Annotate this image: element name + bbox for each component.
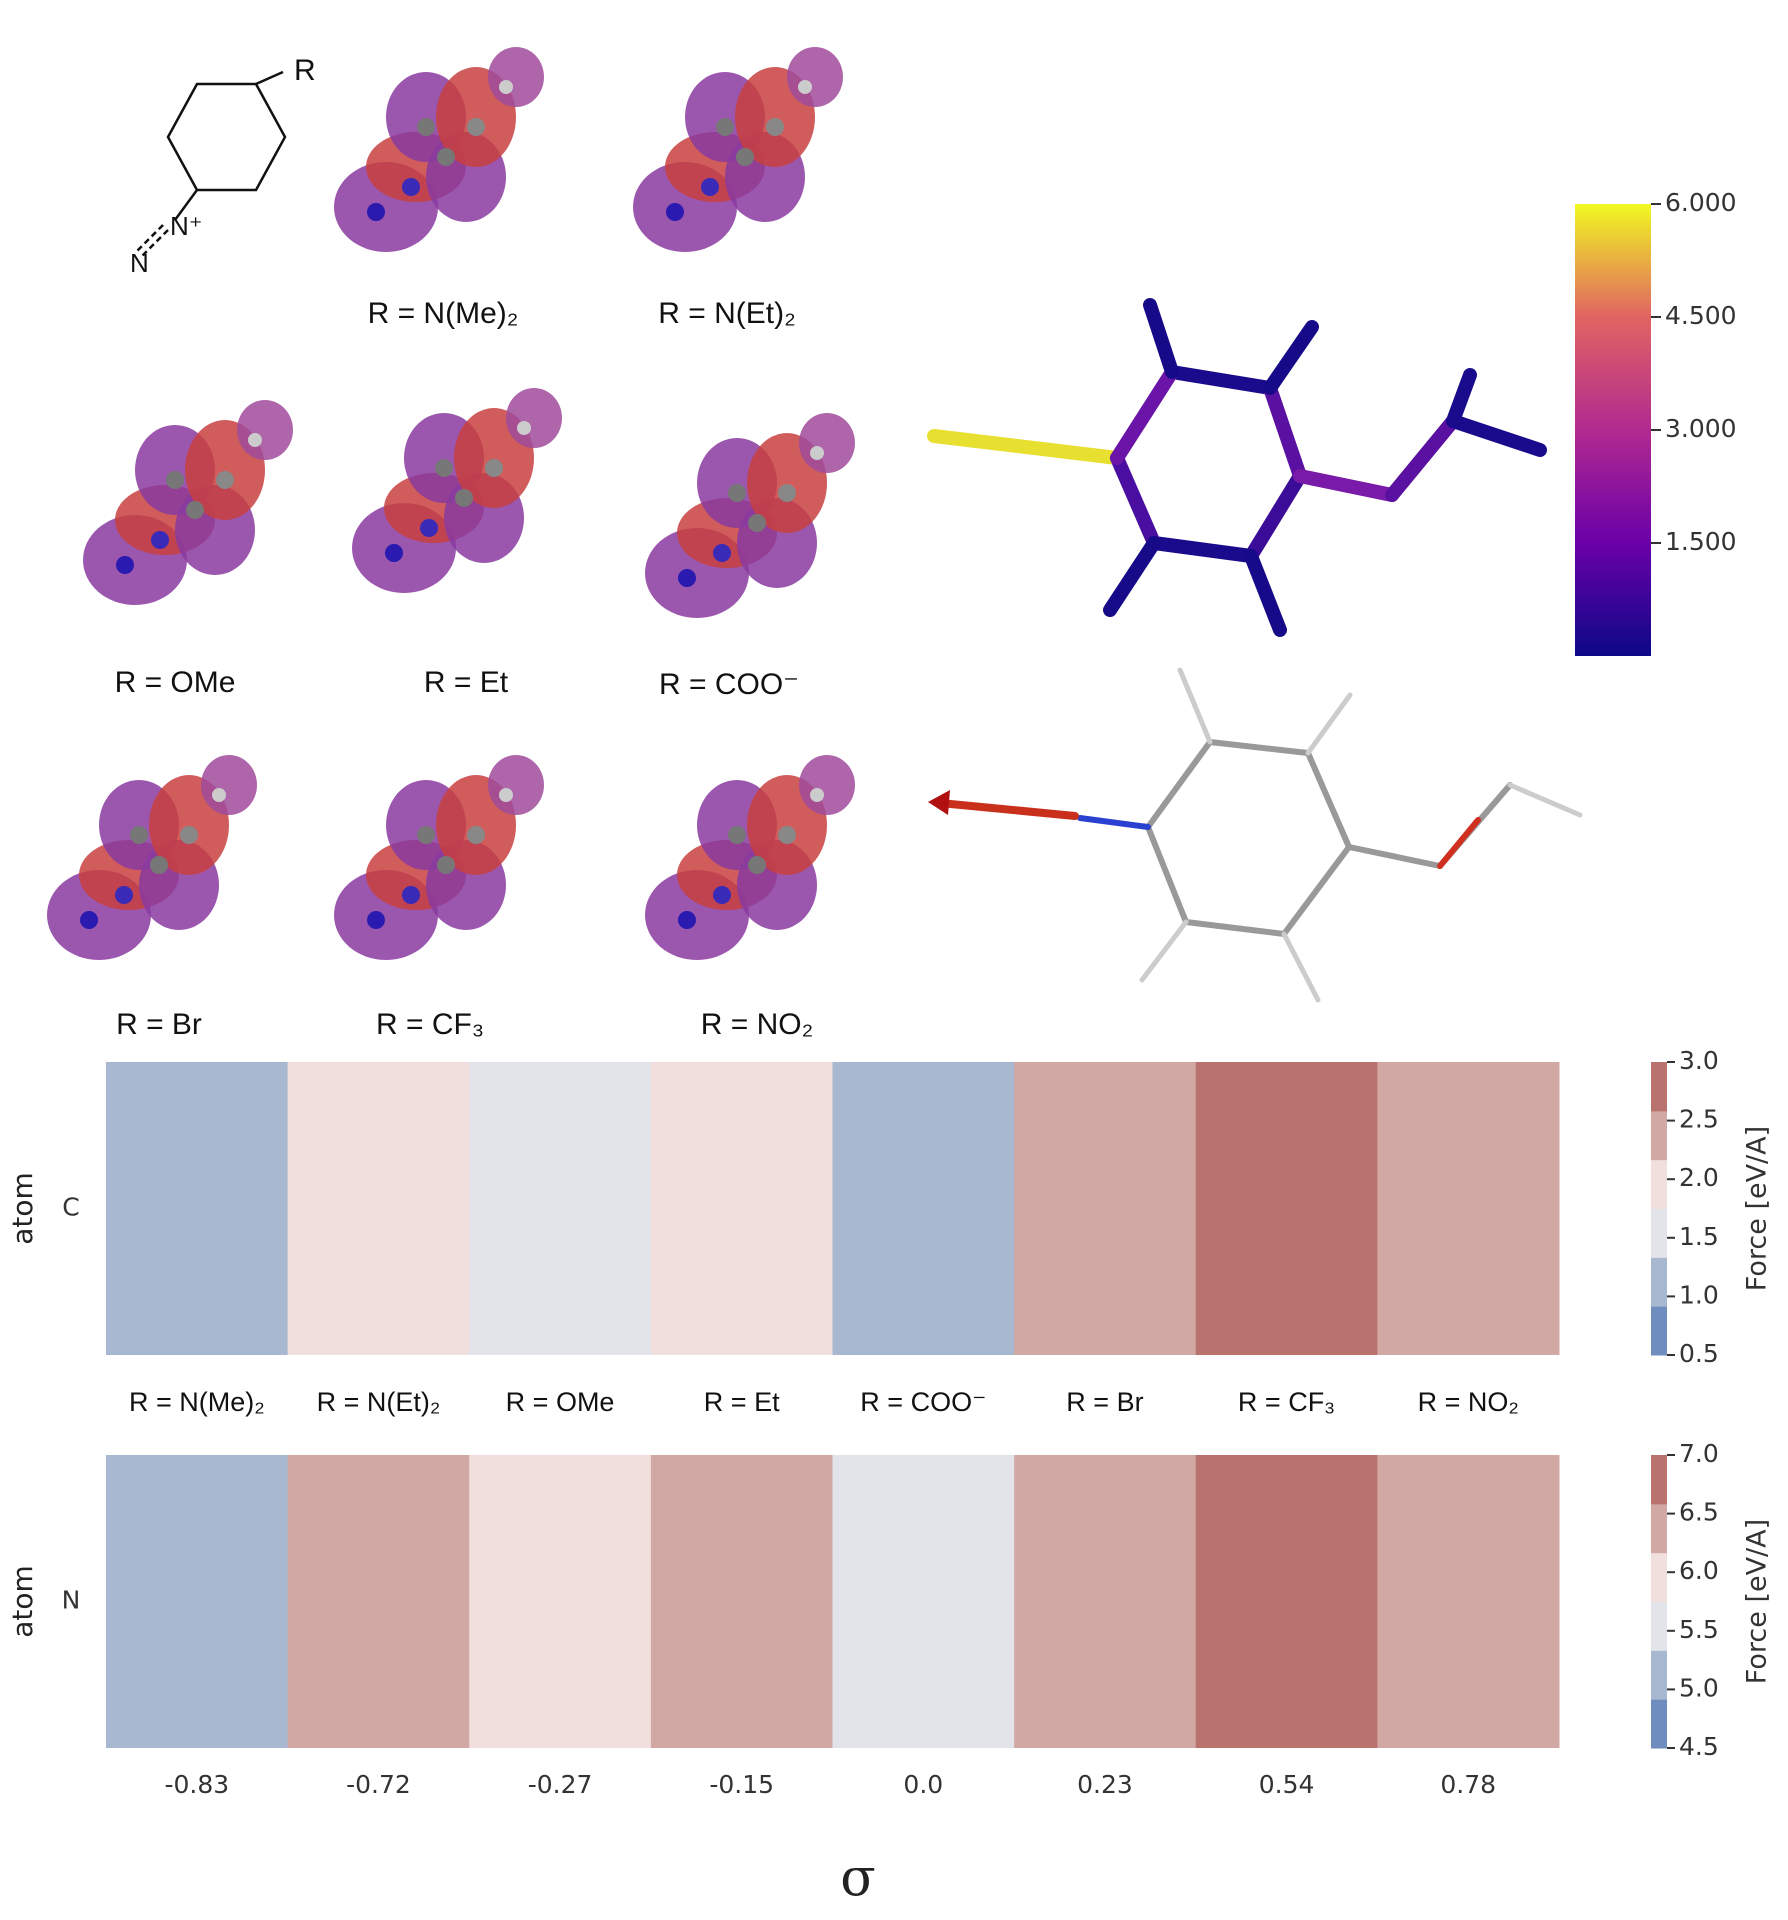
- substituent-label: R = N(Me)₂: [129, 1387, 265, 1417]
- colorbar-bin: [1651, 1159, 1667, 1209]
- colorbar-tick-label: 6.5: [1679, 1498, 1719, 1527]
- molecule-label: R = N(Me)₂: [368, 297, 519, 330]
- colorbar-tick-label: 3.000: [1665, 414, 1737, 443]
- structure-label: N⁺: [170, 211, 203, 241]
- x-tick-label: -0.15: [709, 1770, 774, 1799]
- x-tick-label: -0.72: [346, 1770, 411, 1799]
- substituent-label: R = Et: [704, 1387, 780, 1417]
- x-axis-label: σ: [840, 1849, 876, 1909]
- orbital-render: [645, 413, 855, 618]
- colorbar-bin: [1651, 1552, 1667, 1602]
- heatmap-cell: [832, 1455, 1015, 1748]
- heatmaps: R = N(Me)₂ R = N(Et)₂ R = OMe R = Et R = COO…: [6, 1046, 1773, 1909]
- colorbar-label: Force [eV/A]: [1742, 1519, 1773, 1684]
- x-tick-label: 0.54: [1259, 1770, 1315, 1799]
- orbital-render: [334, 755, 544, 960]
- orbital-render: [633, 47, 843, 252]
- colorbar-bin: [1651, 1062, 1667, 1112]
- heatmap-cell: [469, 1455, 652, 1748]
- x-tick-label: 0.23: [1077, 1770, 1133, 1799]
- molecule-label: R = N(Et)₂: [658, 297, 796, 330]
- heatmap-cell: [1377, 1062, 1560, 1355]
- structure-label: R: [294, 54, 316, 87]
- molecule-label: R = Br: [116, 1008, 202, 1041]
- colorbar-bin: [1651, 1110, 1667, 1161]
- x-tick-label: -0.83: [164, 1770, 229, 1799]
- substituent-label: R = N(Et)₂: [317, 1387, 441, 1417]
- render-colorbar: [1575, 204, 1651, 656]
- colorbar-tick-label: 4.5: [1679, 1732, 1719, 1761]
- orbital-renders: R = N(Me)₂ R = N(Et)₂ R = OMe R = Et R = COO…: [47, 47, 855, 1041]
- x-tick-label: -0.27: [528, 1770, 593, 1799]
- colorbar-tick-label: 0.5: [1679, 1339, 1719, 1368]
- molecule-label: R = NO₂: [701, 1008, 814, 1041]
- colorbar-tick-label: 3.0: [1679, 1046, 1719, 1075]
- heatmap-cell: [650, 1455, 833, 1748]
- row-label: N: [62, 1586, 81, 1615]
- heatmap-cell: [1377, 1455, 1560, 1748]
- orbital-render: [645, 755, 855, 960]
- colorbar-bin: [1651, 1208, 1667, 1258]
- heatmap-cell: [832, 1062, 1015, 1355]
- colorbar-tick-label: 5.5: [1679, 1615, 1719, 1644]
- colorbar-tick-label: 1.5: [1679, 1222, 1719, 1251]
- colorbar-bin: [1651, 1699, 1667, 1749]
- vector-render: [928, 667, 1583, 1003]
- molecule-label: R = Et: [424, 666, 509, 699]
- colorbar-bin: [1651, 1306, 1667, 1356]
- heatmap-cell: [287, 1455, 470, 1748]
- heatmap-cell: [1195, 1455, 1378, 1748]
- colorbar-tick-label: 6.000: [1665, 188, 1737, 217]
- structure-label: N: [130, 248, 149, 278]
- substituent-label: R = OMe: [506, 1387, 615, 1417]
- substituent-label: R = CF₃: [1238, 1387, 1335, 1417]
- colorbar-tick-label: 6.0: [1679, 1556, 1719, 1585]
- orbital-render: [352, 388, 562, 593]
- substituent-label: R = COO⁻: [860, 1387, 986, 1417]
- colorbar-bin: [1651, 1601, 1667, 1651]
- colorbar-bin: [1651, 1455, 1667, 1505]
- x-tick-label: 0.78: [1440, 1770, 1496, 1799]
- substituent-label: R = NO₂: [1418, 1387, 1519, 1417]
- orbital-render: [334, 47, 544, 252]
- force-render: [927, 298, 1547, 637]
- molecule-label: R = CF₃: [376, 1008, 484, 1041]
- heatmap-cell: [1014, 1455, 1197, 1748]
- heatmap-cell: [469, 1062, 652, 1355]
- heatmap-cell: [106, 1455, 289, 1748]
- orbital-render: [83, 400, 293, 605]
- colorbar-bin: [1651, 1503, 1667, 1554]
- y-axis-label: atom: [6, 1172, 39, 1245]
- colorbar-tick-label: 1.500: [1665, 527, 1737, 556]
- orbital-render: [47, 755, 257, 960]
- colorbar-bin: [1651, 1257, 1667, 1307]
- heatmap-cell: [106, 1062, 289, 1355]
- heatmap-cell: [650, 1062, 833, 1355]
- colorbar-tick-label: 5.0: [1679, 1673, 1719, 1702]
- molecule-label: R = COO⁻: [659, 668, 799, 701]
- structure: [134, 70, 287, 259]
- row-label: C: [62, 1193, 79, 1222]
- molecule-label: R = OMe: [115, 666, 236, 699]
- heatmap-cell: [1014, 1062, 1197, 1355]
- heatmap-cell: [1195, 1062, 1378, 1355]
- substituent-label: R = Br: [1066, 1387, 1143, 1417]
- y-axis-label: atom: [6, 1565, 39, 1638]
- colorbar-label: Force [eV/A]: [1742, 1126, 1773, 1291]
- heatmap-cell: [287, 1062, 470, 1355]
- render-colorbar-ticks: 6.000 4.500 3.000 1.500: [1651, 188, 1737, 556]
- colorbar-tick-label: 1.0: [1679, 1280, 1719, 1309]
- colorbar-tick-label: 7.0: [1679, 1439, 1719, 1468]
- colorbar-tick-label: 2.5: [1679, 1105, 1719, 1134]
- colorbar-tick-label: 2.0: [1679, 1163, 1719, 1192]
- colorbar-bin: [1651, 1650, 1667, 1700]
- colorbar-tick-label: 4.500: [1665, 301, 1737, 330]
- x-tick-label: 0.0: [903, 1770, 943, 1799]
